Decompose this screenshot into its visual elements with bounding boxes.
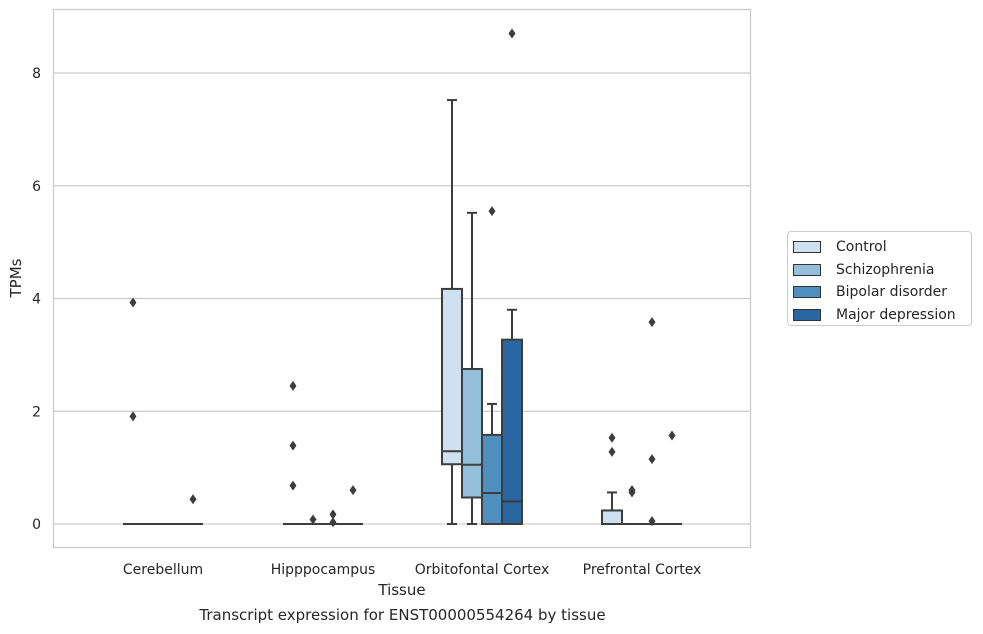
box xyxy=(461,367,483,499)
x-tick-label: Cerebellum xyxy=(123,562,203,578)
y-tick-label: 4 xyxy=(32,292,41,308)
box-group xyxy=(461,211,483,525)
outlier-point xyxy=(309,514,317,525)
box-group xyxy=(662,430,682,525)
legend-label: Schizophrenia xyxy=(836,261,935,278)
box-group xyxy=(481,206,503,525)
legend-swatch xyxy=(793,241,821,254)
legend-label: Control xyxy=(836,239,887,256)
grid-lines xyxy=(54,72,750,525)
y-axis-label: TPMs xyxy=(7,258,25,298)
outlier-point xyxy=(648,317,656,328)
box xyxy=(481,433,503,525)
legend-item: Major depression xyxy=(793,304,971,327)
legend-item: Control xyxy=(793,236,971,259)
legend-swatch xyxy=(793,308,821,321)
y-tick-label: 2 xyxy=(32,404,41,420)
outlier-point xyxy=(488,206,496,217)
x-axis-label: Tissue xyxy=(377,581,425,599)
outlier-point xyxy=(189,494,197,505)
y-tick-label: 8 xyxy=(32,66,41,82)
outlier-point xyxy=(329,517,337,528)
box-group xyxy=(343,485,363,525)
legend-label: Bipolar disorder xyxy=(836,284,948,301)
box-group xyxy=(303,514,323,525)
box-group xyxy=(183,494,203,525)
outlier-point xyxy=(508,28,516,39)
y-axis-ticks: 0 2 4 6 8 xyxy=(32,66,41,533)
outlier-point xyxy=(289,440,297,451)
box xyxy=(501,338,523,525)
box-group xyxy=(123,297,143,525)
x-tick-label: Prefrontal Cortex xyxy=(583,562,702,578)
box-group xyxy=(622,485,642,525)
box-group xyxy=(601,432,623,526)
chart-caption: Transcript expression for ENST0000055426… xyxy=(199,606,606,624)
outlier-point xyxy=(648,454,656,465)
outlier-point xyxy=(129,297,137,308)
y-tick-label: 6 xyxy=(32,179,41,195)
box-group xyxy=(323,509,343,528)
outlier-point xyxy=(289,480,297,491)
outlier-point xyxy=(608,446,616,457)
outlier-point xyxy=(668,430,676,441)
box-plot-marks xyxy=(123,28,682,528)
x-tick-label: Hipppocampus xyxy=(271,562,376,578)
box-group xyxy=(283,380,303,525)
box xyxy=(601,509,623,526)
outlier-point xyxy=(648,516,656,527)
legend-label: Major depression xyxy=(836,306,956,323)
box-group xyxy=(501,28,523,525)
outlier-point xyxy=(129,411,137,422)
outlier-point xyxy=(608,432,616,443)
x-tick-label: Orbitofontal Cortex xyxy=(415,562,550,578)
legend-swatch xyxy=(793,286,821,299)
box-group xyxy=(642,317,662,527)
legend-swatch xyxy=(793,263,821,276)
legend-item: Bipolar disorder xyxy=(793,281,971,304)
outlier-point xyxy=(289,380,297,391)
legend-item: Schizophrenia xyxy=(793,259,971,282)
outlier-point xyxy=(329,509,337,520)
plot-area-frame xyxy=(52,8,752,549)
legend: Control Schizophrenia Bipolar disorder Majo… xyxy=(787,231,972,326)
outlier-point xyxy=(349,485,357,496)
outlier-point xyxy=(628,487,636,498)
box-group xyxy=(441,99,463,525)
x-axis-ticks: Cerebellum Hipppocampus Orbitofontal Corte… xyxy=(123,562,701,578)
box xyxy=(441,287,463,466)
y-tick-label: 0 xyxy=(32,517,41,533)
